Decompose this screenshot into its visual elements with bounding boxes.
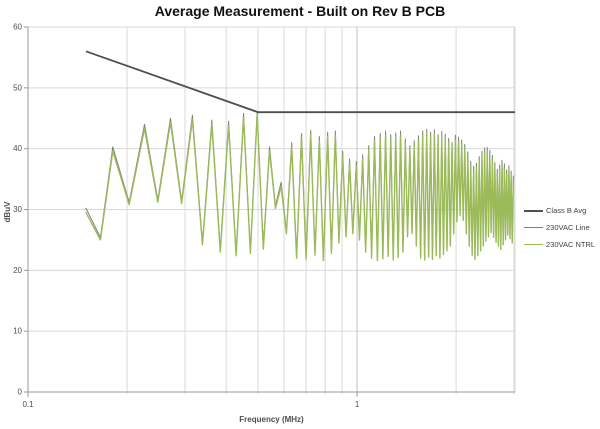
legend-item-230vac-line: 230VAC Line: [524, 219, 600, 236]
legend-item-class-b-avg: Class B Avg: [524, 202, 600, 219]
y-tick-label-50: 50: [13, 83, 22, 92]
legend: Class B Avg 230VAC Line 230VAC NTRL: [524, 202, 600, 253]
legend-label-230vac-ntrl: 230VAC NTRL: [546, 240, 596, 249]
legend-line-swatch-230vac-ntrl: [524, 244, 543, 245]
chart-title: Average Measurement - Built on Rev B PCB: [154, 3, 446, 19]
legend-line-swatch-230vac-line: [524, 227, 543, 228]
x-axis-title: Frequency (MHz): [239, 415, 304, 424]
y-tick-label-30: 30: [13, 205, 22, 214]
x-tick-label-1: 1: [355, 400, 360, 409]
y-tick-label-60: 60: [13, 23, 22, 32]
x-tick-label-0.1: 0.1: [22, 400, 34, 409]
legend-item-230vac-ntrl: 230VAC NTRL: [524, 236, 600, 253]
y-tick-label-10: 10: [13, 327, 22, 336]
limit-line-class-b-avg: [85, 50, 515, 114]
legend-label-230vac-line: 230VAC Line: [546, 223, 590, 232]
y-tick-label-0: 0: [18, 388, 23, 397]
legend-line-swatch-class-b-avg: [524, 209, 543, 212]
y-tick-label-20: 20: [13, 266, 22, 275]
y-tick-label-40: 40: [13, 144, 22, 153]
trace-230vac-ntrl: [85, 113, 515, 262]
legend-label-class-b-avg: Class B Avg: [546, 206, 587, 215]
